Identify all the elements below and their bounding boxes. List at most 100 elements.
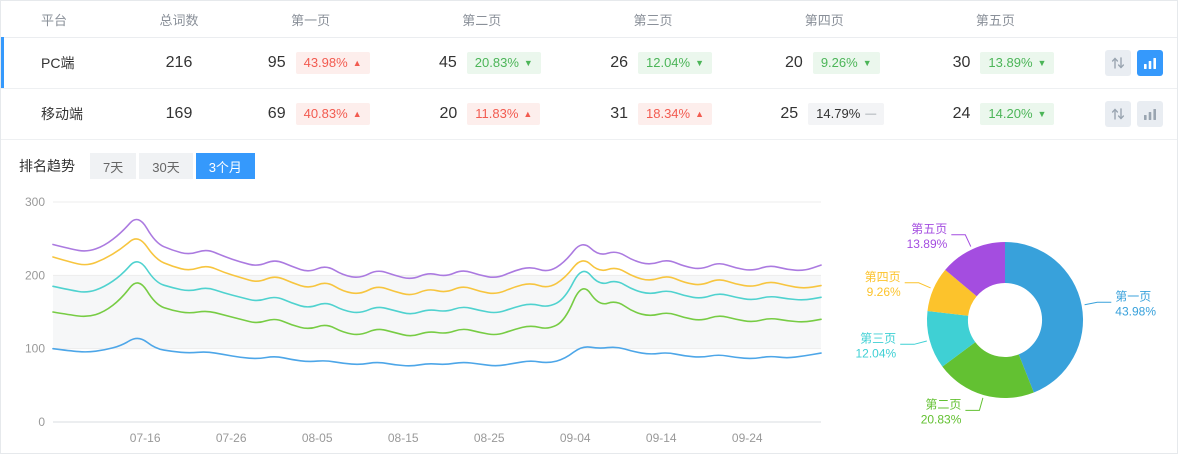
pct-badge: 12.04% — [638, 52, 713, 74]
y-axis-label: 100 — [25, 342, 45, 356]
page-count: 26 — [610, 54, 628, 71]
page4-cell: 25 14.79% — [739, 103, 910, 125]
sort-button[interactable] — [1105, 101, 1132, 127]
charts-area: 0 100 200 300 07-16 07-26 08-05 08-15 08-25 09-04… — [1, 188, 1177, 453]
platform-name: PC端 — [41, 55, 75, 71]
x-axis-label: 07-26 — [216, 431, 247, 445]
pct-badge: 43.98% — [295, 52, 370, 74]
donut-slice-2 — [942, 342, 1034, 399]
page2-cell: 20 11.83% — [396, 103, 567, 125]
page-count: 20 — [785, 54, 803, 71]
page3-cell: 31 18.34% — [567, 103, 738, 125]
donut-leader-line — [965, 397, 984, 411]
x-axis-label: 09-24 — [732, 431, 763, 445]
y-axis-label: 300 — [25, 195, 45, 209]
donut-leader-line — [904, 282, 931, 289]
table-header: 平台 总词数 第一页 第二页 第三页 第四页 第五页 — [1, 1, 1177, 38]
page1-cell: 69 40.83% — [225, 103, 396, 125]
series-blue-page1 — [52, 337, 822, 367]
pct-badge: 40.83% — [295, 103, 370, 125]
header-page1: 第一页 — [291, 12, 331, 28]
tab-30days[interactable]: 30天 — [139, 153, 193, 179]
donut-leader-line — [900, 340, 927, 345]
pct-badge: 13.89% — [980, 52, 1055, 74]
header-page4: 第四页 — [804, 12, 844, 28]
bar-chart-icon — [1144, 109, 1157, 120]
header-total-words: 总词数 — [159, 12, 199, 28]
row-actions — [1081, 101, 1177, 127]
pct-badge: 14.79% — [808, 103, 885, 125]
series-cyan-page3 — [52, 261, 822, 315]
page-count: 69 — [267, 105, 286, 122]
header-page3: 第三页 — [633, 12, 673, 28]
ranking-trend-line-chart: 0 100 200 300 07-16 07-26 08-05 08-15 08-25 09-04… — [25, 195, 822, 445]
x-axis-label: 09-14 — [646, 431, 677, 445]
trend-chart-button[interactable] — [1137, 50, 1164, 76]
bar-chart-icon — [1144, 58, 1157, 69]
page-count: 24 — [952, 105, 971, 122]
series-purple-page5 — [52, 218, 822, 280]
donut-leader-line — [1084, 301, 1112, 306]
y-axis-label: 0 — [38, 415, 45, 429]
page1-cell: 95 43.98% — [225, 52, 396, 74]
donut-label-name: 第五页 — [911, 222, 947, 236]
pct-badge: 20.83% — [466, 52, 541, 74]
pct-badge: 14.20% — [980, 103, 1055, 125]
page-count: 95 — [267, 54, 286, 71]
series-yellow-page4 — [52, 238, 822, 296]
page-count: 31 — [610, 105, 628, 122]
pct-value: 43.98% — [303, 55, 348, 71]
donut-label-percent: 13.89% — [907, 237, 948, 251]
donut-label-percent: 43.98% — [1115, 304, 1156, 318]
x-axis-label: 08-15 — [388, 431, 419, 445]
pct-badge: 11.83% — [467, 103, 541, 125]
pct-badge: 9.26% — [812, 52, 880, 74]
page3-cell: 26 12.04% — [567, 52, 738, 74]
pct-value: 14.79% — [816, 106, 861, 122]
page5-cell: 24 14.20% — [910, 103, 1081, 125]
table-row-mobile[interactable]: 移动端 169 69 40.83% 20 11.83% 31 18.34% 25… — [1, 89, 1177, 140]
pct-value: 9.26% — [820, 55, 858, 71]
pct-value: 20.83% — [474, 55, 519, 71]
page-count: 45 — [439, 54, 457, 71]
donut-slice-4 — [927, 269, 977, 316]
donut-slice-3 — [926, 311, 976, 367]
page2-cell: 45 20.83% — [396, 52, 567, 74]
total-words: 169 — [165, 105, 193, 122]
sort-arrows-icon — [1111, 108, 1125, 120]
pct-value: 18.34% — [646, 106, 691, 122]
x-axis-label: 08-05 — [302, 431, 333, 445]
header-platform: 平台 — [41, 12, 68, 28]
tab-7days[interactable]: 7天 — [90, 153, 137, 179]
donut-slice-1 — [1005, 242, 1084, 393]
platform-name: 移动端 — [41, 106, 83, 122]
trend-title: 排名趋势 — [19, 158, 75, 174]
trend-chart-button[interactable] — [1137, 101, 1164, 127]
y-axis-label: 200 — [25, 268, 45, 282]
x-axis-label: 08-25 — [474, 431, 505, 445]
pct-value: 40.83% — [303, 106, 348, 122]
page-count: 25 — [780, 105, 799, 122]
x-axis-label: 07-16 — [130, 431, 161, 445]
pct-value: 13.89% — [988, 55, 1033, 71]
donut-label-name: 第四页 — [865, 270, 901, 284]
trend-toolbar: 排名趋势 7天 30天 3个月 — [1, 140, 1177, 188]
donut-label-name: 第一页 — [1115, 289, 1151, 303]
pct-value: 11.83% — [475, 106, 519, 122]
line-chart-container: 0 100 200 300 07-16 07-26 08-05 08-15 08-25 09-04… — [1, 188, 833, 453]
pct-badge: 18.34% — [638, 103, 713, 125]
x-axis-label: 09-04 — [560, 431, 591, 445]
table-row-pc[interactable]: PC端 216 95 43.98% 45 20.83% 26 12.04% 20… — [1, 37, 1177, 89]
total-words: 216 — [165, 54, 193, 71]
donut-label-name: 第二页 — [925, 397, 961, 411]
sort-button[interactable] — [1105, 50, 1132, 76]
donut-label-percent: 20.83% — [921, 412, 962, 426]
page5-cell: 30 13.89% — [910, 52, 1081, 74]
series-green-page2 — [52, 282, 822, 337]
pct-value: 12.04% — [646, 55, 691, 71]
header-page2: 第二页 — [462, 12, 502, 28]
tab-3months[interactable]: 3个月 — [195, 153, 255, 179]
donut-container: 第一页 43.98% 第二页 20.83% 第三页 12.04% 第四页 9.26% 第五页 13… — [833, 188, 1177, 452]
page-count: 20 — [439, 105, 458, 122]
